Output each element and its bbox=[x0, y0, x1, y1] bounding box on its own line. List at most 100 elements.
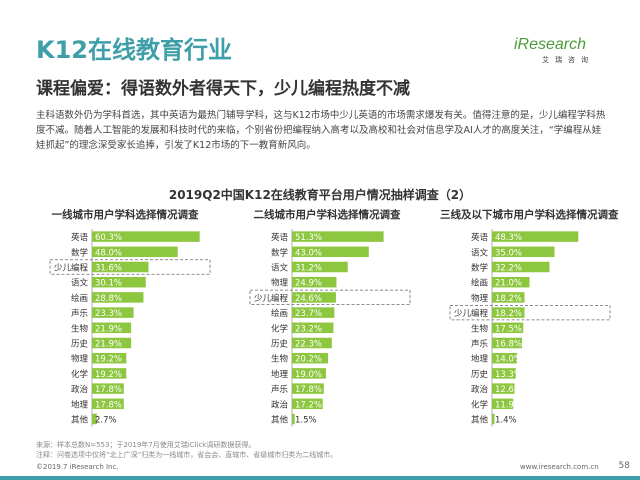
value-label: 17.8% bbox=[95, 400, 122, 410]
note-text: 注释：问卷选项中仅将“北上广深”归类为一线城市，省会会、直辖市、省级城市归类为二… bbox=[36, 451, 338, 459]
bar bbox=[292, 383, 324, 394]
category-label: 英语 bbox=[71, 232, 89, 243]
value-label: 1.5% bbox=[295, 416, 317, 426]
logo-cn: 艾瑞咨询 bbox=[542, 56, 594, 64]
value-label: 31.2% bbox=[295, 264, 322, 274]
bar bbox=[492, 383, 515, 394]
value-label: 48.3% bbox=[495, 233, 522, 243]
bar bbox=[292, 352, 329, 364]
value-label: 22.3% bbox=[295, 340, 322, 350]
bar bbox=[492, 276, 530, 288]
category-label: 生物 bbox=[471, 323, 489, 334]
page-number: 58 bbox=[618, 461, 630, 471]
category-label: 物理 bbox=[71, 354, 89, 365]
bar bbox=[92, 398, 124, 410]
category-label: 政治 bbox=[71, 384, 89, 395]
category-label: 地理 bbox=[71, 399, 89, 410]
value-label: 32.2% bbox=[495, 264, 522, 274]
value-label: 60.3% bbox=[95, 233, 122, 243]
source-notes: 来源：样本总数N=553；于2019年7月使用艾瑞iClick调研数据获得。 注… bbox=[36, 440, 496, 460]
value-label: 21.0% bbox=[495, 279, 522, 289]
category-label: 绘画 bbox=[471, 278, 488, 289]
category-label: 语文 bbox=[271, 263, 289, 274]
highlight-box bbox=[449, 304, 611, 321]
value-label: 24.9% bbox=[295, 279, 322, 289]
category-label: 政治 bbox=[271, 399, 289, 410]
bar bbox=[292, 398, 323, 410]
bar bbox=[492, 398, 514, 410]
bar bbox=[292, 322, 334, 334]
bar bbox=[492, 352, 517, 364]
chart-title-tier3: 三线及以下城市用户学科选择情况调查 bbox=[440, 209, 619, 221]
bar bbox=[292, 307, 335, 318]
category-label: 物理 bbox=[271, 278, 289, 289]
category-label: 数学 bbox=[71, 247, 89, 258]
site-url: www.iresearch.com.cn bbox=[520, 463, 599, 471]
bar bbox=[492, 307, 525, 318]
footer-bar bbox=[0, 476, 640, 480]
highlight-box bbox=[249, 289, 411, 306]
tier2-bar-chart: 英语 51.3% 数学 43.0% 语文 31.2% 物理 24.9% 少儿编程 24.6% 绘画 2… bbox=[249, 229, 411, 427]
iresearch-logo: iResearch 艾瑞咨询 bbox=[514, 36, 600, 66]
bar bbox=[492, 246, 555, 258]
value-label: 13.3% bbox=[495, 370, 522, 380]
tier1-bar-chart: 英语 60.3% 数学 48.0% 少儿编程 31.6% 语文 30.1% 绘画 28.8% 声乐 2… bbox=[49, 229, 211, 427]
category-label: 历史 bbox=[71, 339, 89, 350]
category-label: 地理 bbox=[471, 354, 489, 365]
value-label: 17.8% bbox=[295, 385, 322, 395]
bar bbox=[92, 368, 127, 379]
category-label: 其他 bbox=[471, 415, 489, 426]
category-label: 化学 bbox=[71, 369, 89, 380]
bar bbox=[292, 246, 369, 258]
bar bbox=[292, 261, 348, 273]
bar bbox=[292, 368, 326, 379]
value-label: 2.7% bbox=[95, 416, 117, 426]
bar bbox=[92, 231, 200, 242]
category-label: 历史 bbox=[271, 339, 289, 350]
value-label: 11.9% bbox=[495, 400, 522, 410]
source-text: 来源：样本总数N=553；于2019年7月使用艾瑞iClick调研数据获得。 bbox=[36, 441, 256, 449]
bar bbox=[492, 231, 579, 242]
value-label: 19.0% bbox=[295, 370, 322, 380]
value-label: 30.1% bbox=[95, 279, 122, 289]
value-label: 16.8% bbox=[495, 340, 522, 350]
value-label: 14.0% bbox=[495, 355, 522, 365]
value-label: 48.0% bbox=[95, 248, 122, 258]
logo-brand: iResearch bbox=[514, 36, 587, 53]
bar bbox=[92, 383, 124, 394]
bar bbox=[292, 413, 295, 425]
bar bbox=[92, 276, 146, 288]
category-label: 英语 bbox=[471, 232, 489, 243]
category-label: 少儿编程 bbox=[54, 263, 89, 274]
bar bbox=[492, 337, 522, 349]
value-label: 23.2% bbox=[295, 324, 322, 334]
copyright: ©2019.7 iResearch Inc. bbox=[36, 463, 119, 471]
category-label: 地理 bbox=[271, 369, 289, 380]
category-label: 绘画 bbox=[271, 308, 288, 319]
value-label: 24.6% bbox=[295, 294, 322, 304]
value-label: 23.3% bbox=[95, 309, 122, 319]
category-label: 声乐 bbox=[471, 339, 489, 350]
bar bbox=[92, 413, 97, 425]
bar bbox=[92, 322, 132, 334]
page-title: K12在线教育行业 bbox=[36, 36, 232, 64]
bar bbox=[92, 307, 134, 318]
bar bbox=[92, 246, 178, 258]
value-label: 1.4% bbox=[495, 416, 517, 426]
value-label: 21.9% bbox=[95, 340, 122, 350]
value-label: 19.2% bbox=[95, 370, 122, 380]
bar bbox=[292, 231, 384, 242]
category-label: 化学 bbox=[271, 323, 289, 334]
bar bbox=[492, 413, 495, 425]
category-label: 数学 bbox=[271, 247, 289, 258]
bar bbox=[92, 292, 144, 303]
chart-title-tier1: 一线城市用户学科选择情况调查 bbox=[51, 209, 199, 221]
category-label: 绘画 bbox=[71, 293, 88, 304]
highlight-box bbox=[49, 259, 211, 275]
category-label: 政治 bbox=[471, 384, 489, 395]
bar bbox=[92, 337, 132, 349]
category-label: 声乐 bbox=[71, 308, 89, 319]
page-subtitle: 课程偏爱：得语数外者得天下，少儿编程热度不减 bbox=[36, 79, 410, 99]
value-label: 20.2% bbox=[295, 355, 322, 365]
value-label: 17.5% bbox=[495, 324, 522, 334]
